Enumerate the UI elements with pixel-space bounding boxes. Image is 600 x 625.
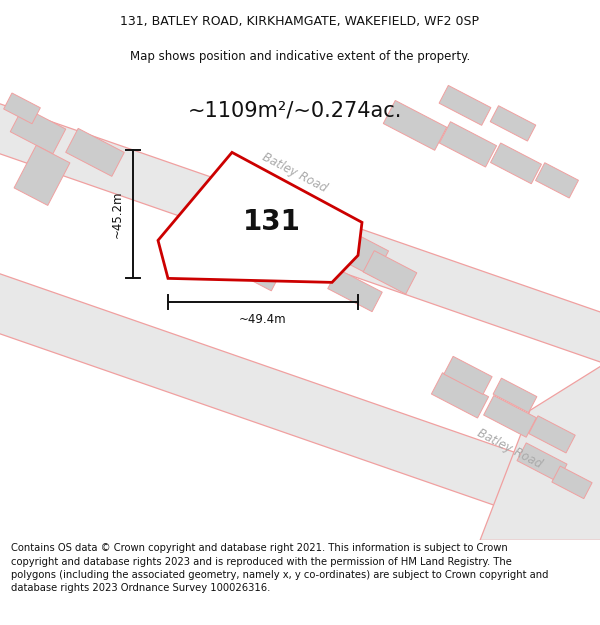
Text: Contains OS data © Crown copyright and database right 2021. This information is : Contains OS data © Crown copyright and d… bbox=[11, 544, 548, 593]
Polygon shape bbox=[363, 251, 417, 294]
Polygon shape bbox=[517, 443, 567, 482]
Polygon shape bbox=[536, 162, 578, 198]
Polygon shape bbox=[322, 223, 389, 278]
Polygon shape bbox=[4, 93, 40, 124]
Polygon shape bbox=[193, 190, 303, 291]
Text: ~1109m²/~0.274ac.: ~1109m²/~0.274ac. bbox=[188, 101, 403, 121]
Text: 131, BATLEY ROAD, KIRKHAMGATE, WAKEFIELD, WF2 0SP: 131, BATLEY ROAD, KIRKHAMGATE, WAKEFIELD… bbox=[121, 16, 479, 28]
Polygon shape bbox=[493, 378, 537, 412]
Polygon shape bbox=[328, 269, 382, 312]
Polygon shape bbox=[10, 107, 66, 154]
Polygon shape bbox=[439, 86, 491, 126]
Text: 131: 131 bbox=[243, 208, 301, 236]
Text: Map shows position and indicative extent of the property.: Map shows position and indicative extent… bbox=[130, 50, 470, 62]
Text: ~45.2m: ~45.2m bbox=[110, 191, 124, 238]
Text: ~49.4m: ~49.4m bbox=[239, 313, 287, 326]
Polygon shape bbox=[491, 143, 541, 184]
Polygon shape bbox=[431, 372, 488, 418]
Text: Batley Road: Batley Road bbox=[260, 150, 329, 194]
Polygon shape bbox=[439, 122, 497, 167]
Polygon shape bbox=[14, 146, 70, 206]
Polygon shape bbox=[529, 416, 575, 453]
Polygon shape bbox=[444, 356, 492, 394]
Polygon shape bbox=[552, 466, 592, 499]
Polygon shape bbox=[490, 106, 536, 141]
Polygon shape bbox=[383, 101, 447, 150]
Polygon shape bbox=[0, 101, 600, 366]
Polygon shape bbox=[480, 361, 600, 541]
Polygon shape bbox=[66, 128, 124, 176]
Polygon shape bbox=[484, 396, 536, 437]
Text: Batley Road: Batley Road bbox=[475, 426, 545, 471]
Polygon shape bbox=[0, 271, 600, 546]
Polygon shape bbox=[158, 152, 362, 282]
